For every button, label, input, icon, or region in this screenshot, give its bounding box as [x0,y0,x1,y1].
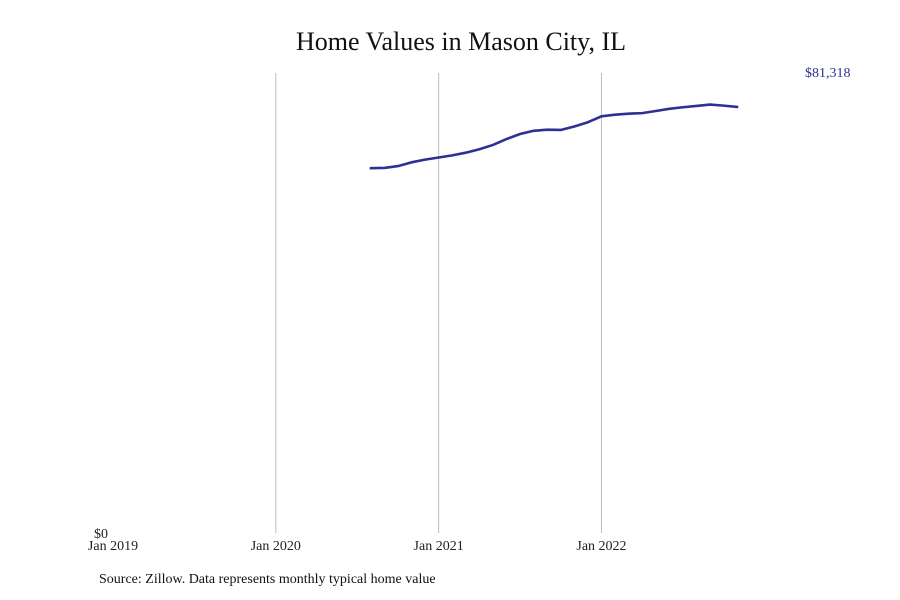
x-tick-label: Jan 2020 [251,539,301,554]
y-tick-label: $0 [94,527,108,542]
tick-labels: Jan 2019 Jan 2020 Jan 2021 Jan 2022 $0 $81,31… [88,66,851,554]
gridlines [275,73,602,533]
chart-title: Home Values in Mason City, IL [295,27,627,56]
x-tick-label: Jan 2019 [88,539,138,554]
end-value-label: $81,318 [805,66,851,81]
series-line [369,103,739,170]
x-tick-label: Jan 2022 [576,539,626,554]
series-layer [369,103,739,170]
source-note: Source: Zillow. Data represents monthly … [99,572,436,587]
x-tick-label: Jan 2021 [414,539,464,554]
